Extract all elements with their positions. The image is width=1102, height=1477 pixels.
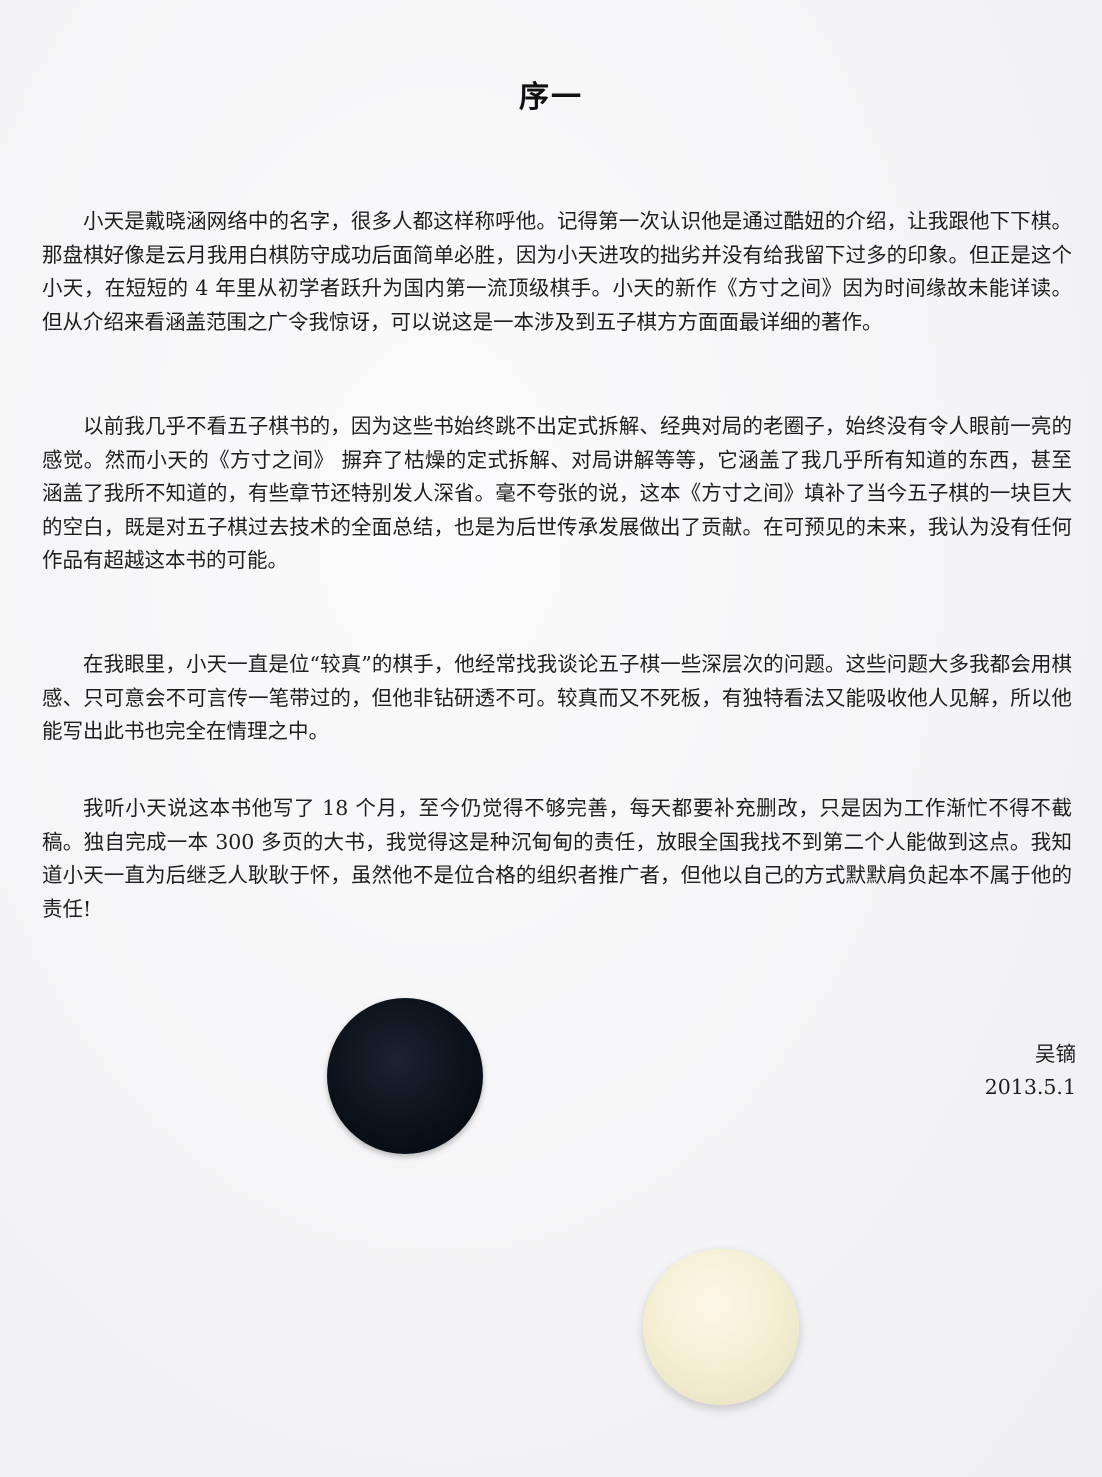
paragraph-1: 小天是戴晓涵网络中的名字，很多人都这样称呼他。记得第一次认识他是通过酷妞的介绍，… (42, 209, 1072, 334)
signature-author: 吴镝 (1035, 1042, 1076, 1066)
white-stone-image (643, 1249, 799, 1405)
signature-block: 吴镝 2013.5.1 (985, 1038, 1076, 1104)
black-stone-image (327, 998, 483, 1154)
paragraph-3: 在我眼里，小天一直是位“较真”的棋手，他经常找我谈论五子棋一些深层次的问题。这些… (42, 652, 1072, 743)
paragraph-2: 以前我几乎不看五子棋书的，因为这些书始终跳不出定式拆解、经典对局的老圈子，始终没… (42, 414, 1072, 572)
paragraph-4: 我听小天说这本书他写了 18 个月，至今仍觉得不够完善，每天都要补充删改，只是因… (42, 796, 1072, 921)
signature-date: 2013.5.1 (984, 1075, 1076, 1099)
page-title: 序一 (519, 80, 583, 116)
